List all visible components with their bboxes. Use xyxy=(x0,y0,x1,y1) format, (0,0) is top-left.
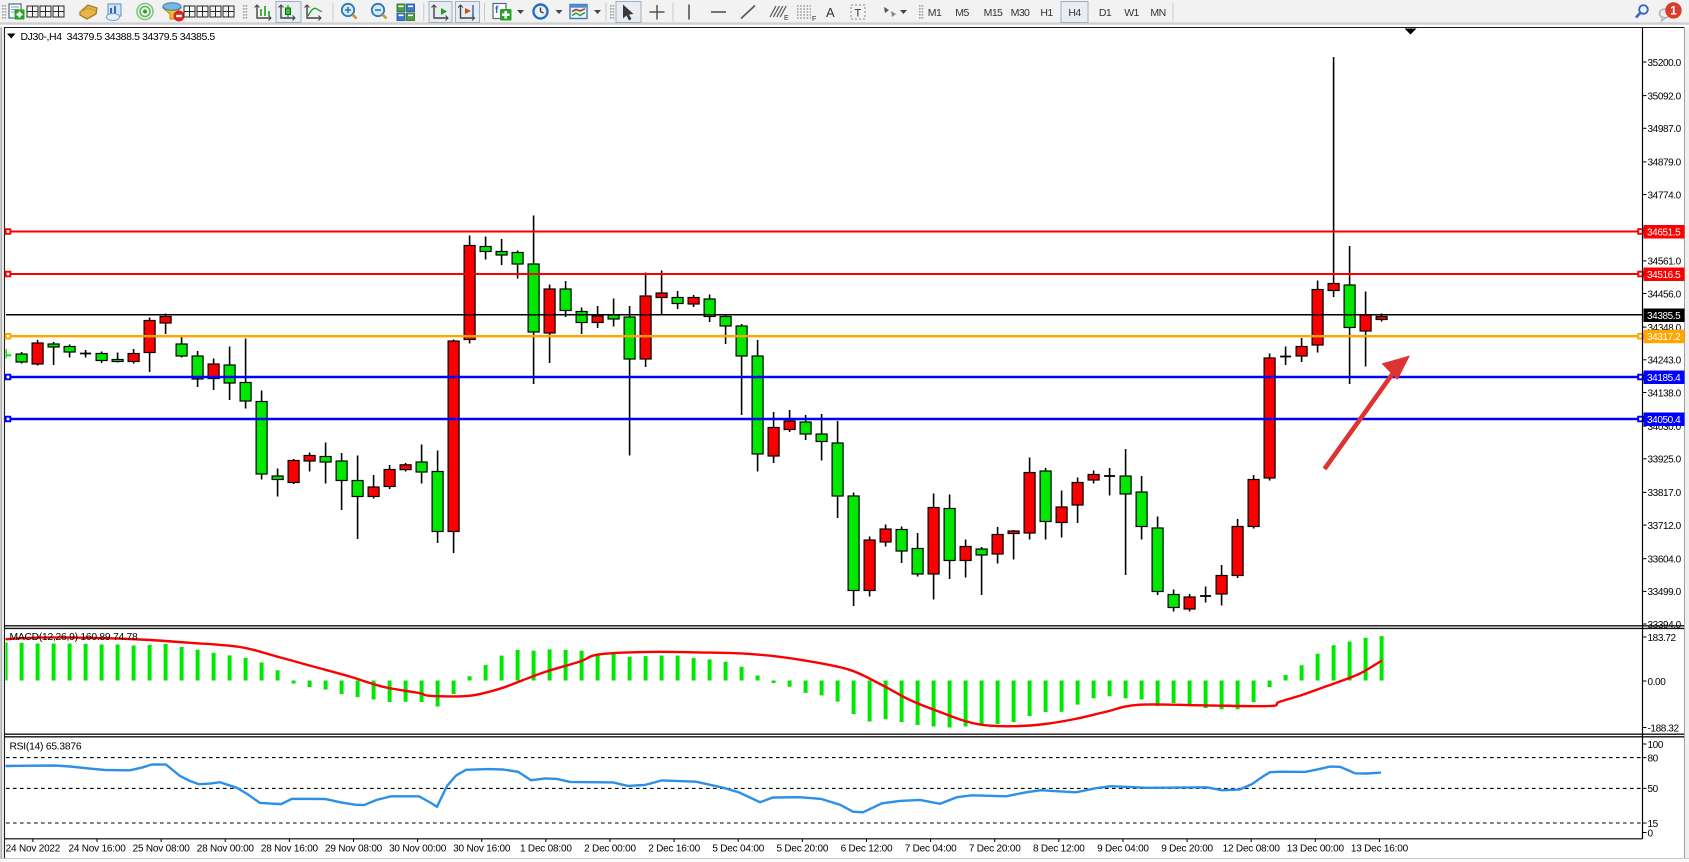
svg-text:MN: MN xyxy=(1150,7,1165,19)
svg-text:F: F xyxy=(812,16,816,23)
svg-text:2 Dec 16:00: 2 Dec 16:00 xyxy=(648,844,700,855)
svg-text:2 Dec 00:00: 2 Dec 00:00 xyxy=(584,844,636,855)
svg-text:13 Dec 00:00: 13 Dec 00:00 xyxy=(1287,844,1345,855)
svg-text:8 Dec 12:00: 8 Dec 12:00 xyxy=(1033,844,1085,855)
svg-text:34185.4: 34185.4 xyxy=(1647,373,1681,384)
svg-text:H4: H4 xyxy=(1068,7,1081,19)
svg-text:29 Nov 08:00: 29 Nov 08:00 xyxy=(325,844,383,855)
svg-text:1: 1 xyxy=(1670,4,1677,18)
svg-text:5 Dec 04:00: 5 Dec 04:00 xyxy=(712,844,764,855)
svg-text:34456.0: 34456.0 xyxy=(1648,289,1682,300)
svg-text:34561.0: 34561.0 xyxy=(1648,257,1682,268)
svg-text:MACD(12,26,9) 160.89 74.78: MACD(12,26,9) 160.89 74.78 xyxy=(10,632,139,643)
svg-text:-188.32: -188.32 xyxy=(1648,723,1680,734)
svg-text:33604.0: 33604.0 xyxy=(1648,555,1682,566)
svg-text:M5: M5 xyxy=(955,7,969,19)
svg-text:7 Dec 04:00: 7 Dec 04:00 xyxy=(905,844,957,855)
svg-text:7 Dec 20:00: 7 Dec 20:00 xyxy=(969,844,1021,855)
svg-text:0: 0 xyxy=(1648,828,1654,839)
svg-text:28 Nov 00:00: 28 Nov 00:00 xyxy=(197,844,255,855)
svg-text:25 Nov 08:00: 25 Nov 08:00 xyxy=(133,844,191,855)
svg-text:33817.0: 33817.0 xyxy=(1648,488,1682,499)
svg-text:12 Dec 08:00: 12 Dec 08:00 xyxy=(1223,844,1281,855)
svg-text:0.00: 0.00 xyxy=(1648,677,1667,688)
svg-text:13 Dec 16:00: 13 Dec 16:00 xyxy=(1351,844,1409,855)
svg-text:f: f xyxy=(495,5,499,16)
svg-text:E: E xyxy=(784,15,789,22)
svg-text:30 Nov 16:00: 30 Nov 16:00 xyxy=(453,844,511,855)
svg-text:33925.0: 33925.0 xyxy=(1648,455,1682,466)
svg-text:34879.0: 34879.0 xyxy=(1648,158,1682,169)
svg-text:24 Nov 16:00: 24 Nov 16:00 xyxy=(68,844,126,855)
svg-text:28 Nov 16:00: 28 Nov 16:00 xyxy=(261,844,319,855)
svg-text:RSI(14) 65.3876: RSI(14) 65.3876 xyxy=(10,742,82,753)
svg-text:183.72: 183.72 xyxy=(1648,633,1677,644)
svg-text:6 Dec 12:00: 6 Dec 12:00 xyxy=(841,844,893,855)
svg-text:H1: H1 xyxy=(1040,7,1053,19)
svg-text:34516.5: 34516.5 xyxy=(1647,270,1681,281)
svg-text:30 Nov 00:00: 30 Nov 00:00 xyxy=(389,844,447,855)
svg-text:34987.0: 34987.0 xyxy=(1648,124,1682,135)
svg-text:M1: M1 xyxy=(928,7,942,19)
svg-text:M30: M30 xyxy=(1011,7,1030,19)
svg-text:100: 100 xyxy=(1648,740,1664,751)
svg-text:M15: M15 xyxy=(984,7,1003,19)
svg-text:24 Nov 2022: 24 Nov 2022 xyxy=(6,844,61,855)
svg-text:50: 50 xyxy=(1648,784,1659,795)
svg-text:35200.0: 35200.0 xyxy=(1648,58,1682,69)
svg-text:34317.2: 34317.2 xyxy=(1647,332,1681,343)
svg-text:T: T xyxy=(855,8,862,20)
svg-text:34385.5: 34385.5 xyxy=(1647,311,1681,322)
svg-text:15: 15 xyxy=(1648,819,1659,830)
svg-text:5 Dec 20:00: 5 Dec 20:00 xyxy=(776,844,828,855)
svg-text:9 Dec 04:00: 9 Dec 04:00 xyxy=(1097,844,1149,855)
svg-text:34348.0: 34348.0 xyxy=(1648,323,1682,334)
svg-text:A: A xyxy=(826,5,835,20)
svg-text:1 Dec 08:00: 1 Dec 08:00 xyxy=(520,844,572,855)
svg-text:34050.4: 34050.4 xyxy=(1647,415,1681,426)
svg-text:34030.0: 34030.0 xyxy=(1648,422,1682,433)
svg-text:34138.0: 34138.0 xyxy=(1648,388,1682,399)
svg-text:33712.0: 33712.0 xyxy=(1648,521,1682,532)
svg-text:9 Dec 20:00: 9 Dec 20:00 xyxy=(1161,844,1213,855)
svg-text:34243.0: 34243.0 xyxy=(1648,356,1682,367)
svg-text:D1: D1 xyxy=(1099,7,1112,19)
svg-text:34774.0: 34774.0 xyxy=(1648,190,1682,201)
svg-text:34651.5: 34651.5 xyxy=(1647,227,1681,238)
svg-text:35092.0: 35092.0 xyxy=(1648,91,1682,102)
svg-text:W1: W1 xyxy=(1124,7,1139,19)
svg-text:DJ30-,H4 34379.5 34388.5 3437: DJ30-,H4 34379.5 34388.5 34379.5 34385.5 xyxy=(21,31,216,43)
svg-text:80: 80 xyxy=(1648,753,1659,764)
svg-text:33499.0: 33499.0 xyxy=(1648,587,1682,598)
